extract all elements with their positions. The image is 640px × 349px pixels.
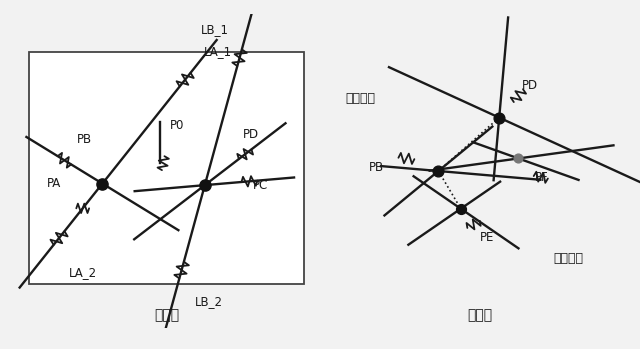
Text: LB_2: LB_2: [195, 295, 223, 308]
Text: P0: P0: [170, 119, 184, 132]
Text: PC: PC: [253, 179, 268, 192]
Text: 平面３０: 平面３０: [554, 252, 584, 266]
Text: LB_1: LB_1: [201, 23, 229, 36]
Point: [97, 181, 108, 186]
Point: [456, 206, 466, 211]
Point: [433, 168, 444, 174]
Text: 平面２０: 平面２０: [346, 92, 376, 105]
Text: PD: PD: [243, 128, 259, 141]
Point: [513, 156, 524, 161]
Text: （ｂ）: （ｂ）: [467, 308, 493, 322]
Text: LA_1: LA_1: [204, 45, 232, 58]
Text: PA: PA: [47, 177, 61, 190]
Text: PB: PB: [369, 161, 384, 174]
Text: （ａ）: （ａ）: [154, 308, 179, 322]
Text: PE: PE: [480, 231, 494, 244]
Point: [200, 183, 210, 188]
Text: LA_2: LA_2: [68, 266, 97, 279]
Point: [494, 115, 504, 120]
Text: PD: PD: [522, 80, 538, 92]
Text: PF: PF: [534, 171, 548, 184]
Text: PB: PB: [77, 133, 92, 146]
Bar: [29, 52, 304, 284]
